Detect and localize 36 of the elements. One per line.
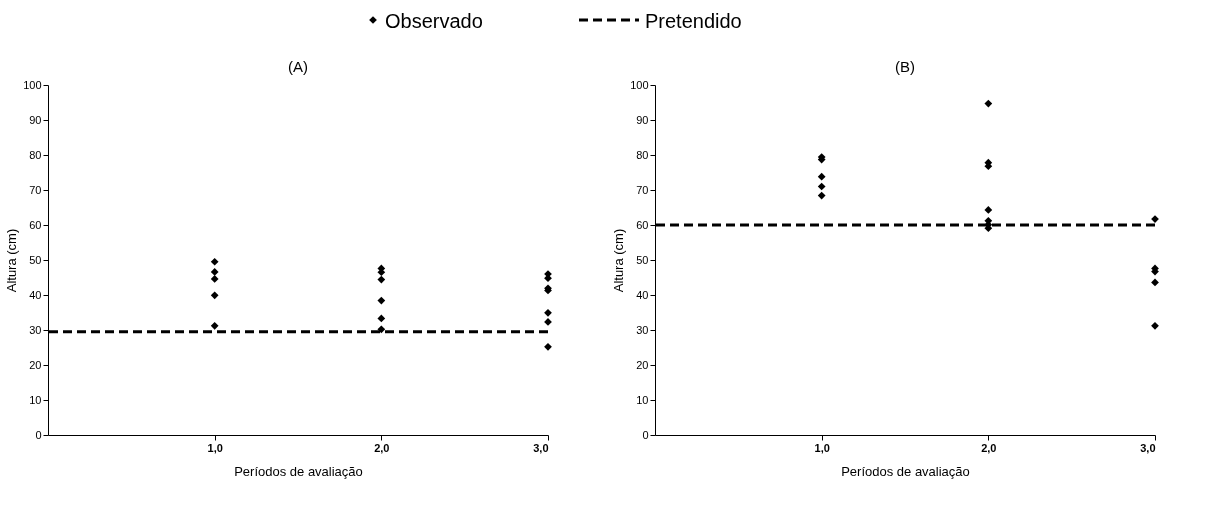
- y-tick-label: 80: [29, 148, 42, 161]
- x-tick-label: 3,0: [1140, 441, 1156, 454]
- x-tick-label: 2,0: [374, 441, 390, 454]
- y-axis-title: Altura (cm): [611, 228, 627, 293]
- y-tick-label: 0: [642, 428, 649, 441]
- y-tick-label: 20: [636, 358, 649, 371]
- y-tick-label: 10: [29, 393, 42, 406]
- y-tick-label: 20: [29, 358, 42, 371]
- y-axis-title: Altura (cm): [4, 228, 20, 293]
- y-tick-label: 60: [29, 218, 42, 231]
- y-tick-label: 40: [636, 288, 649, 301]
- y-tick-label: 100: [23, 78, 42, 91]
- y-tick-label: 50: [636, 253, 649, 266]
- y-tick-label: 90: [636, 113, 649, 126]
- y-tick-label: 10: [636, 393, 649, 406]
- y-tick-label: 40: [29, 288, 42, 301]
- x-axis-title: Períodos de avaliação: [841, 463, 970, 479]
- chart-title: (B): [895, 58, 915, 75]
- y-tick-label: 0: [35, 428, 42, 441]
- legend-label: Observado: [385, 10, 483, 32]
- x-axis-title: Períodos de avaliação: [234, 463, 363, 479]
- y-tick-label: 90: [29, 113, 42, 126]
- y-tick-label: 80: [636, 148, 649, 161]
- y-tick-label: 30: [636, 323, 649, 336]
- x-tick-label: 1,0: [814, 441, 830, 454]
- y-tick-label: 30: [29, 323, 42, 336]
- y-tick-label: 50: [29, 253, 42, 266]
- chart-title: (A): [288, 58, 308, 75]
- x-tick-label: 3,0: [533, 441, 549, 454]
- legend-label: Pretendido: [645, 10, 742, 32]
- x-tick-label: 1,0: [207, 441, 223, 454]
- y-tick-label: 70: [29, 183, 42, 196]
- y-tick-label: 70: [636, 183, 649, 196]
- y-tick-label: 100: [630, 78, 649, 91]
- x-tick-label: 2,0: [981, 441, 997, 454]
- y-tick-label: 60: [636, 218, 649, 231]
